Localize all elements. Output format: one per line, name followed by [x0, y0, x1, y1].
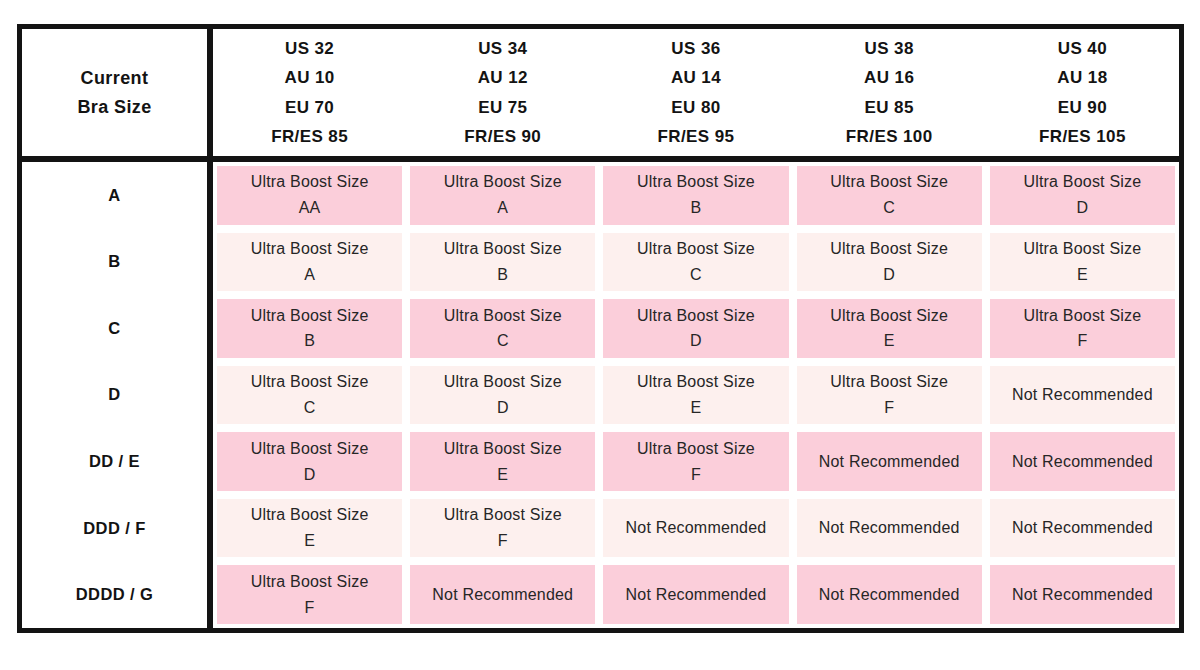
column-header-us32: US 32 AU 10 EU 70 FR/ES 85	[213, 29, 406, 162]
table-cell: Ultra Boost Size C	[793, 162, 986, 229]
table-cell: Ultra Boost Size F	[406, 495, 599, 562]
table-cell: Ultra Boost Size F	[793, 362, 986, 429]
table-cell: Ultra Boost Size D	[406, 362, 599, 429]
table-cell: Ultra Boost Size D	[986, 162, 1179, 229]
table-cell: Ultra Boost Size C	[213, 362, 406, 429]
table-cell: Not Recommended	[986, 428, 1179, 495]
row-label-dd-e: DD / E	[22, 428, 213, 495]
table-cell: Ultra Boost Size A	[406, 162, 599, 229]
row-label-c: C	[22, 295, 213, 362]
table-cell: Ultra Boost Size E	[599, 362, 792, 429]
table-cell: Not Recommended	[793, 495, 986, 562]
table-cell: Ultra Boost Size E	[406, 428, 599, 495]
row-label-d: D	[22, 362, 213, 429]
table-cell: Not Recommended	[986, 362, 1179, 429]
table-cell: Ultra Boost Size D	[213, 428, 406, 495]
column-header-us36: US 36 AU 14 EU 80 FR/ES 95	[599, 29, 792, 162]
table-cell: Ultra Boost Size F	[986, 295, 1179, 362]
table-cell: Not Recommended	[599, 495, 792, 562]
table-cell: Not Recommended	[599, 561, 792, 628]
row-label-a: A	[22, 162, 213, 229]
row-label-dddd-g: DDDD / G	[22, 561, 213, 628]
table-cell: Ultra Boost Size F	[213, 561, 406, 628]
column-header-us34: US 34 AU 12 EU 75 FR/ES 90	[406, 29, 599, 162]
table-cell: Ultra Boost Size AA	[213, 162, 406, 229]
row-label-b: B	[22, 229, 213, 296]
table-cell: Ultra Boost Size E	[213, 495, 406, 562]
table-cell: Ultra Boost Size B	[599, 162, 792, 229]
table-cell: Ultra Boost Size C	[599, 229, 792, 296]
table-cell: Ultra Boost Size B	[213, 295, 406, 362]
row-label-ddd-f: DDD / F	[22, 495, 213, 562]
table-cell: Ultra Boost Size C	[406, 295, 599, 362]
table-cell: Not Recommended	[986, 495, 1179, 562]
table-cell: Ultra Boost Size F	[599, 428, 792, 495]
table-cell: Ultra Boost Size A	[213, 229, 406, 296]
table-cell: Not Recommended	[986, 561, 1179, 628]
bra-size-conversion-table: Current Bra Size US 32 AU 10 EU 70 FR/ES…	[17, 24, 1184, 633]
column-header-us40: US 40 AU 18 EU 90 FR/ES 105	[986, 29, 1179, 162]
table-cell: Ultra Boost Size D	[793, 229, 986, 296]
table-cell: Not Recommended	[793, 561, 986, 628]
table-cell: Not Recommended	[793, 428, 986, 495]
column-header-us38: US 38 AU 16 EU 85 FR/ES 100	[793, 29, 986, 162]
table-cell: Ultra Boost Size E	[986, 229, 1179, 296]
table-cell: Not Recommended	[406, 561, 599, 628]
table-cell: Ultra Boost Size E	[793, 295, 986, 362]
table-cell: Ultra Boost Size B	[406, 229, 599, 296]
corner-header: Current Bra Size	[22, 29, 213, 162]
table-cell: Ultra Boost Size D	[599, 295, 792, 362]
